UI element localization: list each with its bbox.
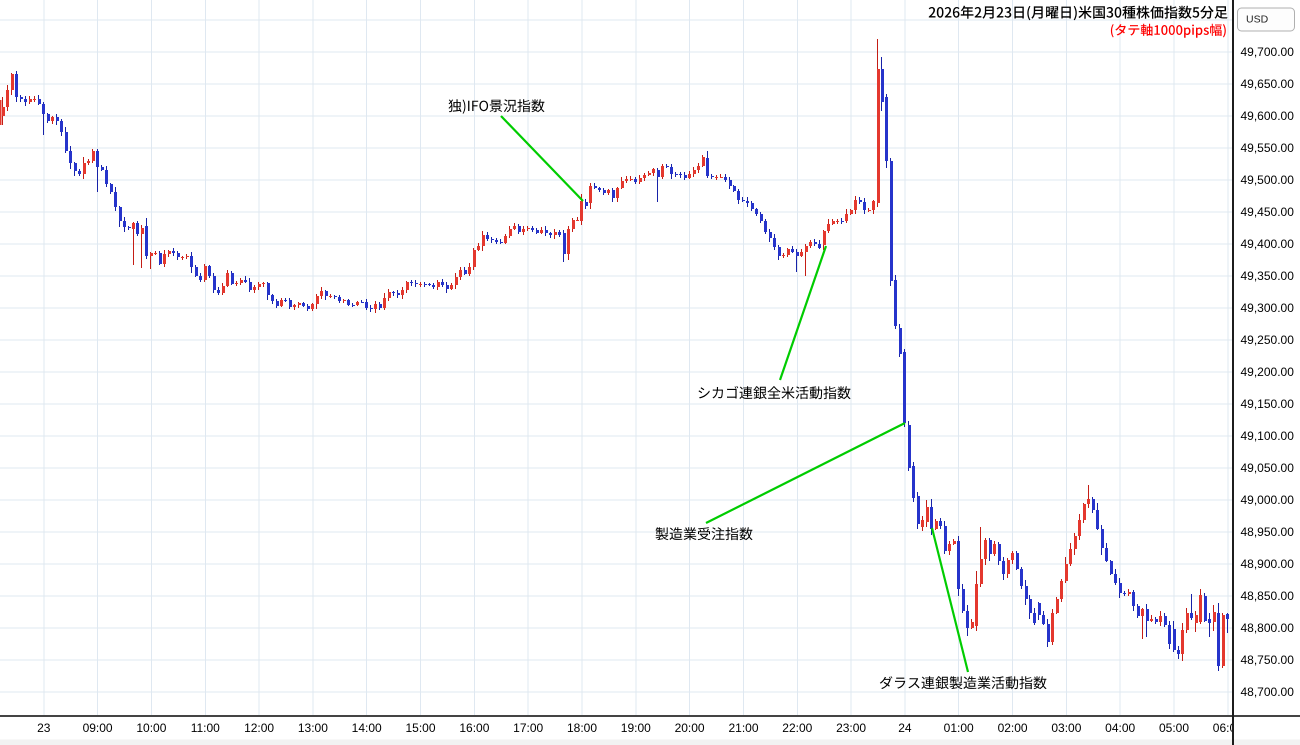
svg-text:24: 24	[898, 721, 912, 735]
svg-text:49,350.00: 49,350.00	[1241, 269, 1295, 283]
svg-text:49,250.00: 49,250.00	[1241, 333, 1295, 347]
svg-text:49,300.00: 49,300.00	[1241, 301, 1295, 315]
svg-text:49,000.00: 49,000.00	[1241, 493, 1295, 507]
svg-text:09:00: 09:00	[83, 721, 113, 735]
svg-text:48,750.00: 48,750.00	[1241, 653, 1295, 667]
svg-text:23: 23	[37, 721, 51, 735]
svg-text:16:00: 16:00	[459, 721, 489, 735]
svg-text:03:00: 03:00	[1051, 721, 1081, 735]
svg-text:48,800.00: 48,800.00	[1241, 621, 1295, 635]
svg-text:48,900.00: 48,900.00	[1241, 557, 1295, 571]
svg-text:49,550.00: 49,550.00	[1241, 141, 1295, 155]
svg-text:49,050.00: 49,050.00	[1241, 461, 1295, 475]
svg-text:49,100.00: 49,100.00	[1241, 429, 1295, 443]
svg-text:18:00: 18:00	[567, 721, 597, 735]
svg-text:14:00: 14:00	[352, 721, 382, 735]
svg-text:49,700.00: 49,700.00	[1241, 45, 1295, 59]
svg-text:49,150.00: 49,150.00	[1241, 397, 1295, 411]
svg-text:13:00: 13:00	[298, 721, 328, 735]
svg-text:01:00: 01:00	[944, 721, 974, 735]
svg-text:49,200.00: 49,200.00	[1241, 365, 1295, 379]
svg-text:49,500.00: 49,500.00	[1241, 173, 1295, 187]
svg-text:USD: USD	[1246, 14, 1269, 26]
svg-text:48,850.00: 48,850.00	[1241, 589, 1295, 603]
svg-text:49,450.00: 49,450.00	[1241, 205, 1295, 219]
svg-text:10:00: 10:00	[136, 721, 166, 735]
svg-text:49,600.00: 49,600.00	[1241, 109, 1295, 123]
svg-text:17:00: 17:00	[513, 721, 543, 735]
svg-text:20:00: 20:00	[675, 721, 705, 735]
svg-text:12:00: 12:00	[244, 721, 274, 735]
svg-text:48,950.00: 48,950.00	[1241, 525, 1295, 539]
svg-text:48,700.00: 48,700.00	[1241, 685, 1295, 699]
svg-text:49,650.00: 49,650.00	[1241, 77, 1295, 91]
svg-text:11:00: 11:00	[191, 721, 220, 735]
svg-text:15:00: 15:00	[405, 721, 435, 735]
svg-text:05:00: 05:00	[1159, 721, 1189, 735]
svg-text:21:00: 21:00	[728, 721, 758, 735]
svg-text:04:00: 04:00	[1105, 721, 1135, 735]
svg-text:22:00: 22:00	[782, 721, 812, 735]
svg-text:23:00: 23:00	[836, 721, 866, 735]
svg-text:19:00: 19:00	[621, 721, 651, 735]
svg-text:49,400.00: 49,400.00	[1241, 237, 1295, 251]
svg-text:02:00: 02:00	[998, 721, 1028, 735]
